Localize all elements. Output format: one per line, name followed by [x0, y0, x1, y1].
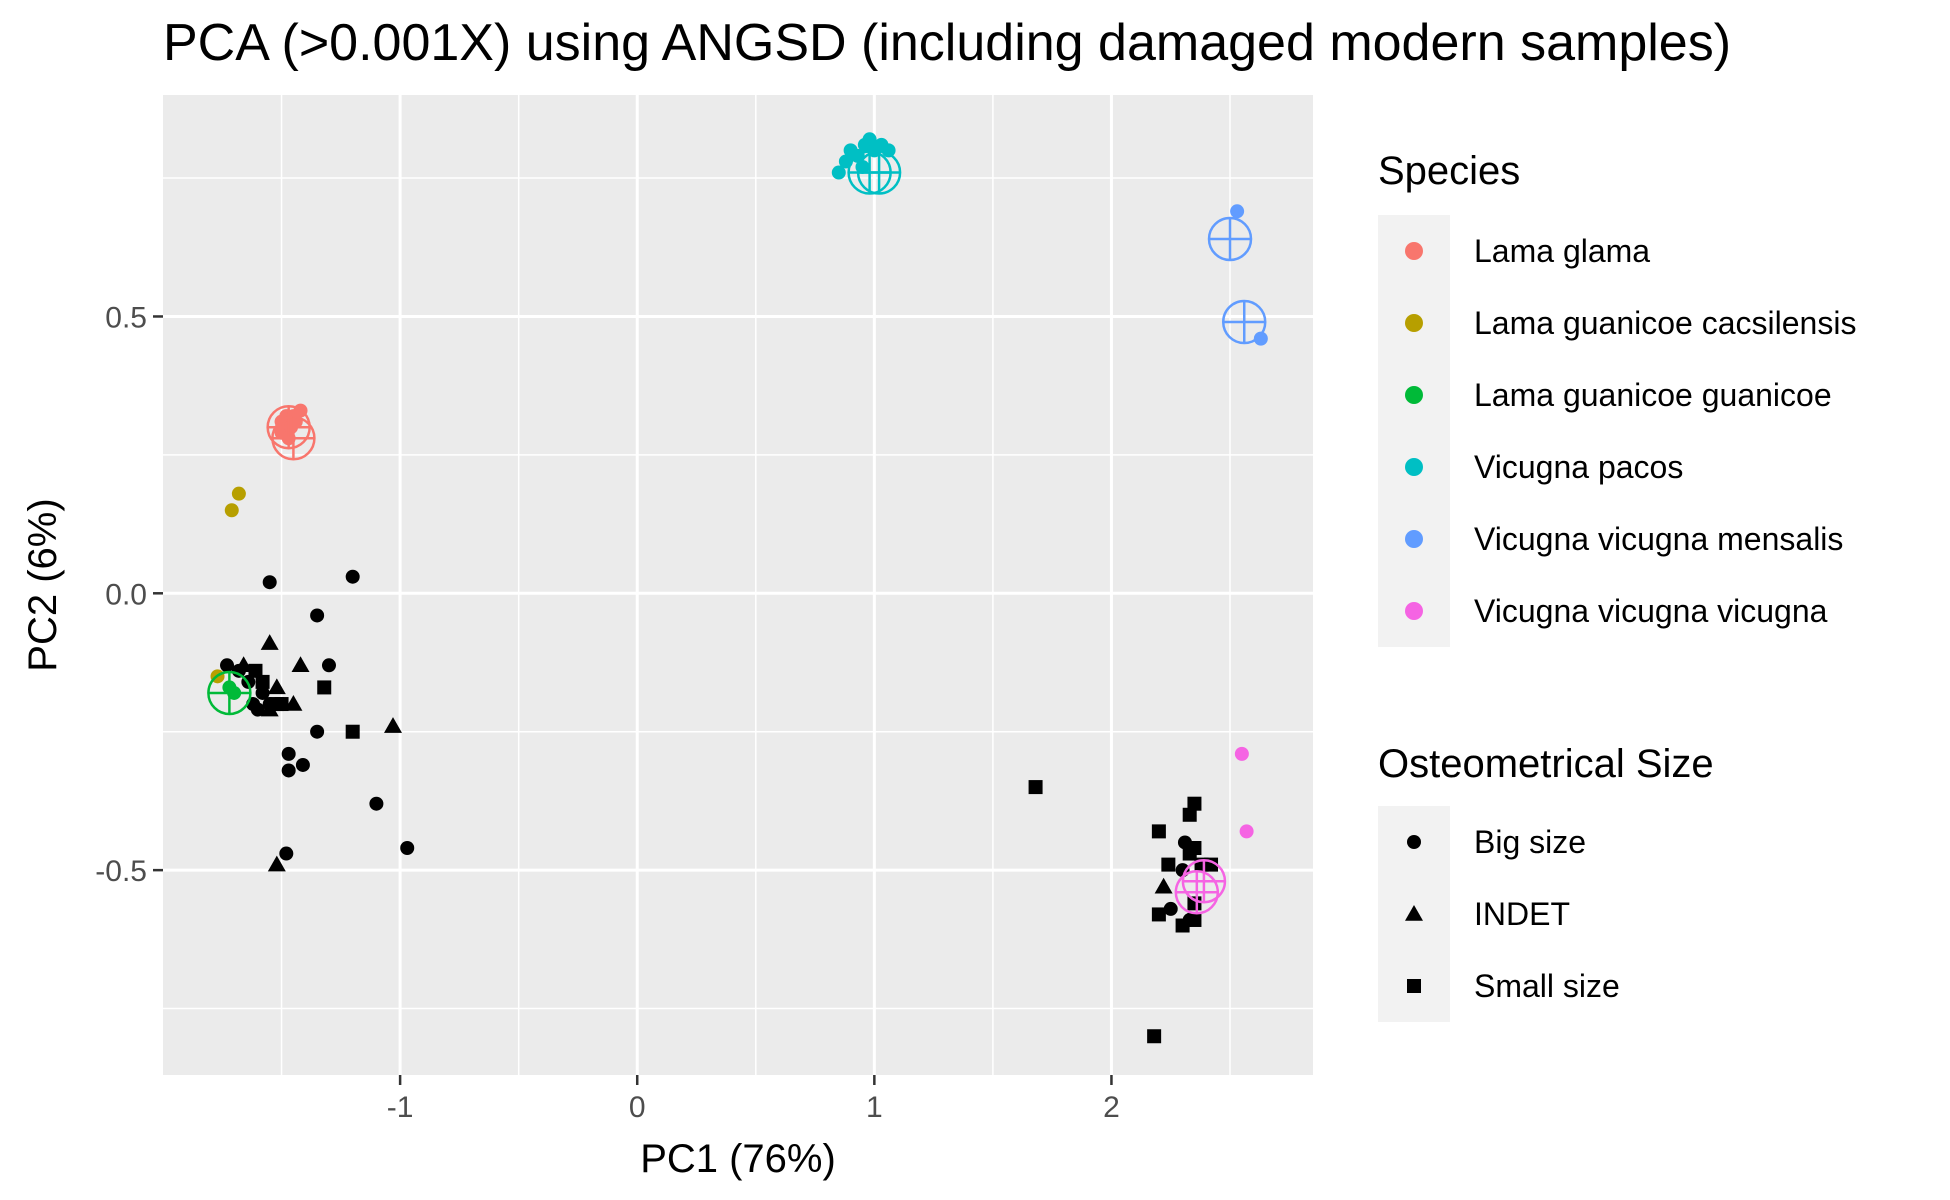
point-small-size: [1182, 846, 1197, 861]
point-big-size: [369, 796, 384, 811]
legend-species-key-bg: [1378, 215, 1450, 647]
point-indet: [260, 634, 279, 650]
legend-size-key: [1407, 835, 1421, 849]
x-axis-title: PC1 (76%): [640, 1137, 836, 1181]
point-big-size: [345, 569, 360, 584]
point-big-size: [400, 840, 415, 855]
point-small-size: [1147, 1029, 1162, 1044]
point-big-size: [279, 846, 294, 861]
x-tick-label: 2: [1103, 1091, 1120, 1124]
point-indet: [260, 700, 279, 717]
legend-species-title: Species: [1378, 149, 1520, 193]
point-indet: [284, 695, 303, 711]
point-small-size: [274, 697, 289, 712]
legend-species-key: [1405, 242, 1423, 260]
point-small-size: [345, 724, 360, 739]
y-axis: -0.5 0.0 0.5: [95, 301, 163, 888]
legend-size-label: Small size: [1474, 968, 1620, 1004]
legend-species-label: Lama guanicoe guanicoe: [1474, 377, 1832, 413]
legends: Species Lama glama Lama guanicoe cacsilens…: [1378, 149, 1856, 1022]
point-big-size: [250, 702, 265, 717]
point-big-size: [295, 757, 310, 772]
point-damaged-modern-sample: [1221, 299, 1267, 345]
point-small-size: [255, 674, 270, 689]
point-damaged-modern-sample: [271, 416, 316, 461]
point-small-size: [317, 680, 332, 695]
legend-size-label: INDET: [1474, 896, 1570, 932]
plot-panel: [163, 95, 1313, 1075]
point-small-size: [1151, 907, 1166, 922]
legend-species-key: [1405, 386, 1423, 404]
point-big-size: [321, 658, 336, 673]
point-damaged-modern-sample: [1181, 858, 1227, 904]
point-indet: [267, 855, 286, 872]
point-modern-sample: [1234, 746, 1249, 761]
point-big-size: [310, 724, 325, 739]
legend-species-label: Lama glama: [1474, 233, 1650, 269]
point-modern-sample: [831, 165, 846, 180]
data-points: [207, 132, 1268, 1044]
point-indet: [234, 656, 253, 673]
legend-species-key: [1405, 458, 1423, 476]
point-big-size: [255, 685, 270, 700]
point-indet: [291, 656, 310, 673]
point-small-size: [1187, 912, 1202, 927]
legend-size-title: Osteometrical Size: [1378, 742, 1714, 786]
point-indet: [267, 678, 286, 695]
y-axis-title: PC2 (6%): [21, 498, 65, 671]
point-modern-sample: [1230, 204, 1245, 219]
x-tick-label: 1: [866, 1091, 883, 1124]
point-small-size: [1187, 796, 1202, 811]
point-big-size: [310, 608, 325, 623]
x-tick-label: -1: [387, 1091, 414, 1124]
major-gridlines: [163, 95, 1313, 1075]
legend-size-key: [1405, 905, 1423, 921]
legend-size-label: Big size: [1474, 824, 1586, 860]
point-small-size: [1175, 918, 1190, 933]
point-modern-sample: [881, 143, 896, 158]
legend-species-key: [1405, 314, 1423, 332]
point-modern-sample: [231, 486, 246, 501]
point-small-size: [1161, 857, 1176, 872]
y-tick-label: -0.5: [95, 855, 147, 888]
point-indet: [384, 717, 402, 733]
x-tick-label: 0: [629, 1091, 646, 1124]
point-small-size: [1182, 807, 1197, 822]
point-small-size: [1151, 824, 1166, 839]
point-big-size: [281, 763, 296, 778]
chart-title: PCA (>0.001X) using ANGSD (including dam…: [163, 14, 1731, 72]
point-damaged-modern-sample: [207, 670, 252, 716]
point-small-size: [1187, 896, 1202, 911]
point-big-size: [281, 746, 296, 761]
y-tick-label: 0.0: [105, 578, 147, 611]
legend-species-key: [1405, 530, 1423, 548]
legend-size-key: [1407, 979, 1421, 993]
point-big-size: [220, 658, 235, 673]
point-damaged-modern-sample: [856, 150, 902, 195]
point-modern-sample: [224, 503, 239, 518]
y-tick-label: 0.5: [105, 301, 147, 334]
legend-species-key: [1405, 602, 1423, 620]
legend-species-label: Vicugna pacos: [1474, 449, 1683, 485]
point-indet: [1154, 877, 1173, 894]
point-big-size: [1163, 901, 1178, 916]
point-big-size: [262, 575, 277, 590]
point-modern-sample: [1253, 331, 1268, 346]
legend-species-label: Vicugna vicugna mensalis: [1474, 521, 1843, 557]
legend-species-label: Vicugna vicugna vicugna: [1474, 593, 1828, 629]
point-modern-sample: [862, 132, 877, 147]
legend-species-label: Lama guanicoe cacsilensis: [1474, 305, 1856, 341]
point-modern-sample: [1239, 824, 1254, 839]
point-small-size: [1028, 780, 1043, 795]
point-small-size: [248, 663, 263, 678]
point-damaged-modern-sample: [1174, 870, 1220, 915]
point-damaged-modern-sample: [1207, 216, 1253, 262]
x-axis: -1 0 1 2: [387, 1075, 1120, 1124]
